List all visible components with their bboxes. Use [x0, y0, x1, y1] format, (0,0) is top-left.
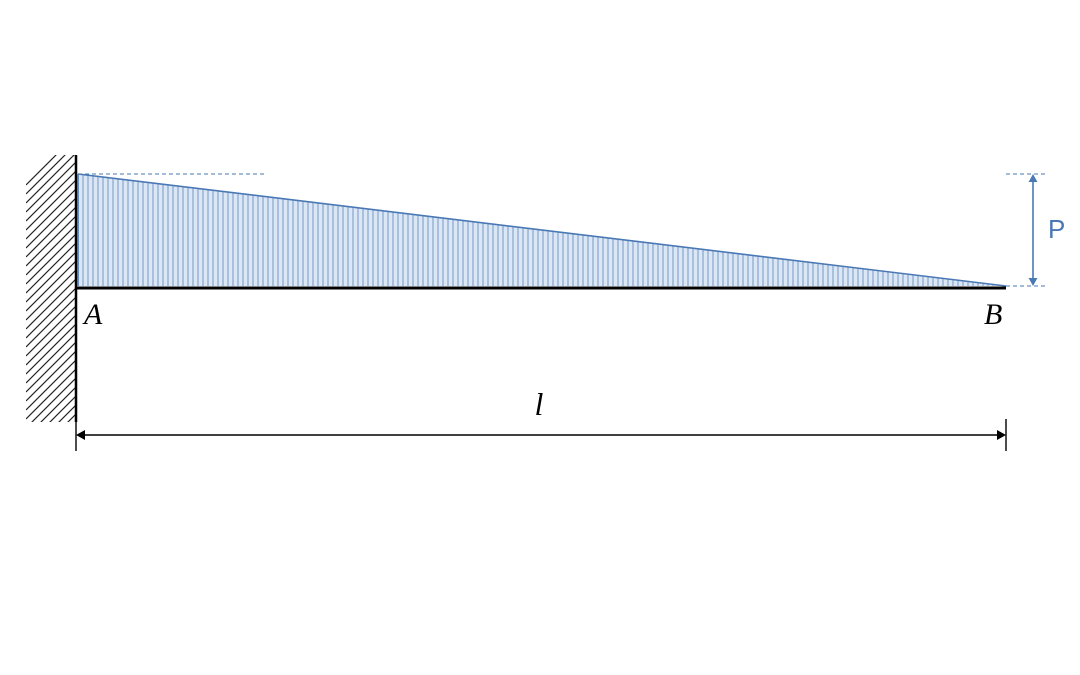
arrowhead: [1029, 174, 1038, 182]
label-point-b: B: [984, 298, 1002, 331]
arrowhead: [76, 430, 85, 440]
label-length-l: l: [535, 386, 544, 422]
label-load-p: P: [1048, 214, 1065, 244]
fixed-support: [26, 135, 76, 491]
distributed-load: [78, 174, 1006, 286]
dimension-p: [1006, 174, 1046, 286]
label-point-a: A: [82, 298, 103, 331]
dimension-length: [76, 419, 1006, 451]
arrowhead: [1029, 278, 1038, 286]
arrowhead: [997, 430, 1006, 440]
